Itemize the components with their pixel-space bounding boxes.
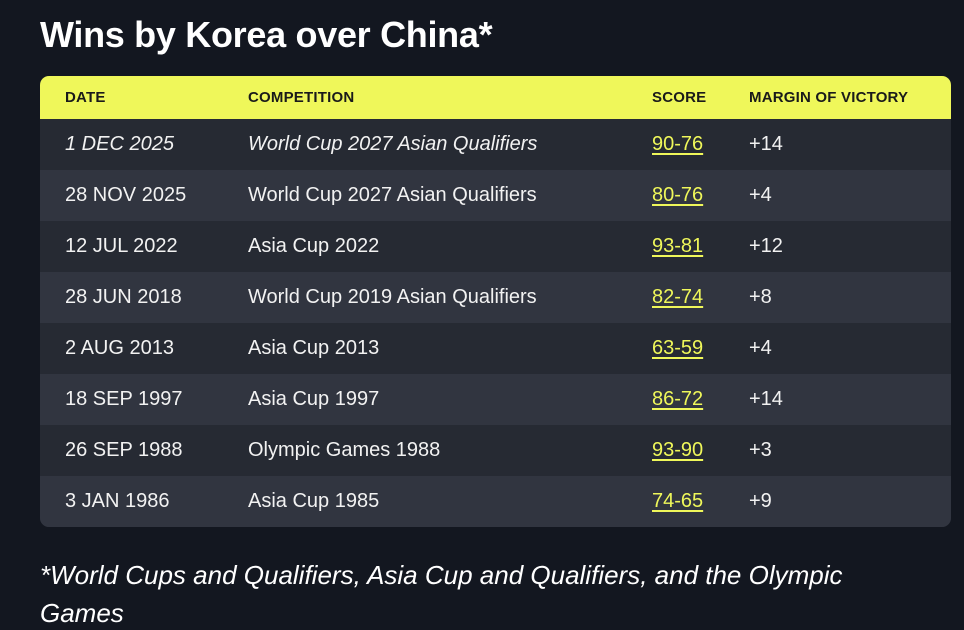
row-competition: Asia Cup 1997 [248,388,380,410]
row-margin: +3 [749,439,772,461]
row-competition: World Cup 2027 Asian Qualifiers [248,184,537,206]
page-title: Wins by Korea over China* [40,14,493,55]
row-date: 18 SEP 1997 [65,388,183,410]
row-margin: +12 [749,235,783,257]
footnote: *World Cups and Qualifiers, Asia Cup and… [40,560,843,628]
row-margin: +14 [749,388,783,410]
wins-table: DATE COMPETITION SCORE MARGIN OF VICTORY… [40,76,951,527]
row-competition: World Cup 2027 Asian Qualifiers [248,133,538,155]
header-score: SCORE [652,89,707,106]
header-margin: MARGIN OF VICTORY [749,89,909,106]
row-margin: +14 [749,133,783,155]
score-link[interactable]: 86-72 [652,388,704,410]
row-competition: World Cup 2019 Asian Qualifiers [248,286,537,308]
row-competition: Asia Cup 2013 [248,337,380,359]
table-row: 26 SEP 1988 Olympic Games 1988 93-90 +3 [40,425,951,476]
score-link[interactable]: 93-90 [652,439,704,461]
header-competition: COMPETITION [248,89,355,106]
score-link[interactable]: 82-74 [652,286,704,308]
row-competition: Asia Cup 1985 [248,490,380,512]
score-link[interactable]: 63-59 [652,337,704,359]
table-row: 18 SEP 1997 Asia Cup 1997 86-72 +14 [40,374,951,425]
row-date: 28 JUN 2018 [65,286,182,308]
row-date: 26 SEP 1988 [65,439,183,461]
table-row: 2 AUG 2013 Asia Cup 2013 63-59 +4 [40,323,951,374]
table-row: 12 JUL 2022 Asia Cup 2022 93-81 +12 [40,221,951,272]
row-date: 2 AUG 2013 [65,337,174,359]
header-date: DATE [65,89,106,106]
score-link[interactable]: 90-76 [652,133,704,155]
score-link[interactable]: 74-65 [652,490,704,512]
table-row: 28 NOV 2025 World Cup 2027 Asian Qualifi… [40,170,951,221]
score-link[interactable]: 80-76 [652,184,704,206]
row-competition: Asia Cup 2022 [248,235,380,257]
table-row: 3 JAN 1986 Asia Cup 1985 74-65 +9 [40,476,951,527]
table-header-row: DATE COMPETITION SCORE MARGIN OF VICTORY [40,76,951,119]
table-row: 28 JUN 2018 World Cup 2019 Asian Qualifi… [40,272,951,323]
row-competition: Olympic Games 1988 [248,439,441,461]
row-date: 1 DEC 2025 [65,133,174,155]
row-date: 12 JUL 2022 [65,235,178,257]
row-date: 3 JAN 1986 [65,490,170,512]
table-row: 1 DEC 2025 World Cup 2027 Asian Qualifie… [40,119,951,170]
row-margin: +4 [749,337,772,359]
row-date: 28 NOV 2025 [65,184,187,206]
row-margin: +4 [749,184,772,206]
score-link[interactable]: 93-81 [652,235,704,257]
row-margin: +9 [749,490,772,512]
row-margin: +8 [749,286,772,308]
